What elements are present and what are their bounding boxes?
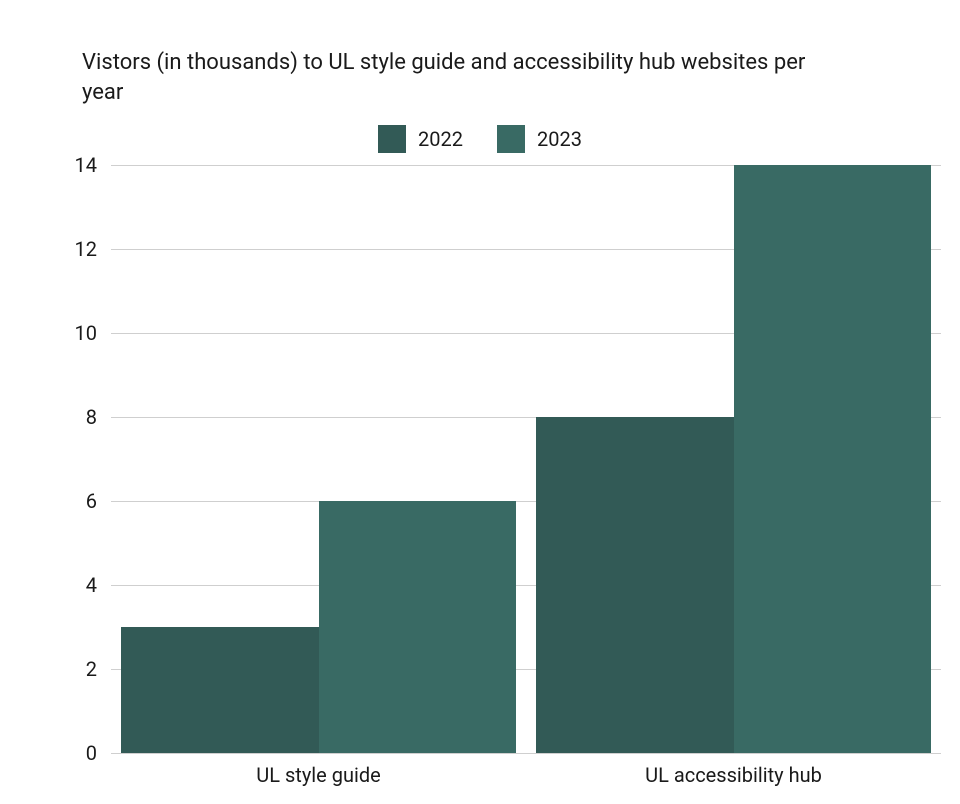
y-tick-label: 14	[75, 153, 111, 177]
bars-layer	[111, 165, 941, 753]
y-tick-label: 2	[86, 657, 111, 681]
legend-swatch-2023	[497, 125, 525, 153]
y-tick-label: 12	[75, 237, 111, 261]
y-tick-label: 8	[86, 405, 111, 429]
x-tick-label: UL accessibility hub	[645, 753, 822, 787]
y-tick-label: 0	[86, 741, 111, 765]
legend-label: 2022	[418, 127, 463, 151]
y-tick-label: 4	[86, 573, 111, 597]
legend-swatch-2022	[378, 125, 406, 153]
chart-title: Vistors (in thousands) to UL style guide…	[82, 48, 842, 107]
bar	[734, 165, 931, 753]
bar	[319, 501, 516, 753]
legend-item-2022: 2022	[378, 125, 463, 153]
plot-area: 02468101214 UL style guideUL accessibili…	[110, 165, 941, 753]
legend-item-2023: 2023	[497, 125, 582, 153]
visitors-bar-chart: Vistors (in thousands) to UL style guide…	[0, 0, 960, 804]
legend-label: 2023	[537, 127, 582, 151]
x-tick-label: UL style guide	[256, 753, 380, 787]
y-tick-label: 10	[75, 321, 111, 345]
bar	[121, 627, 318, 753]
bar	[536, 417, 733, 753]
chart-legend: 2022 2023	[0, 125, 960, 153]
y-tick-label: 6	[86, 489, 111, 513]
